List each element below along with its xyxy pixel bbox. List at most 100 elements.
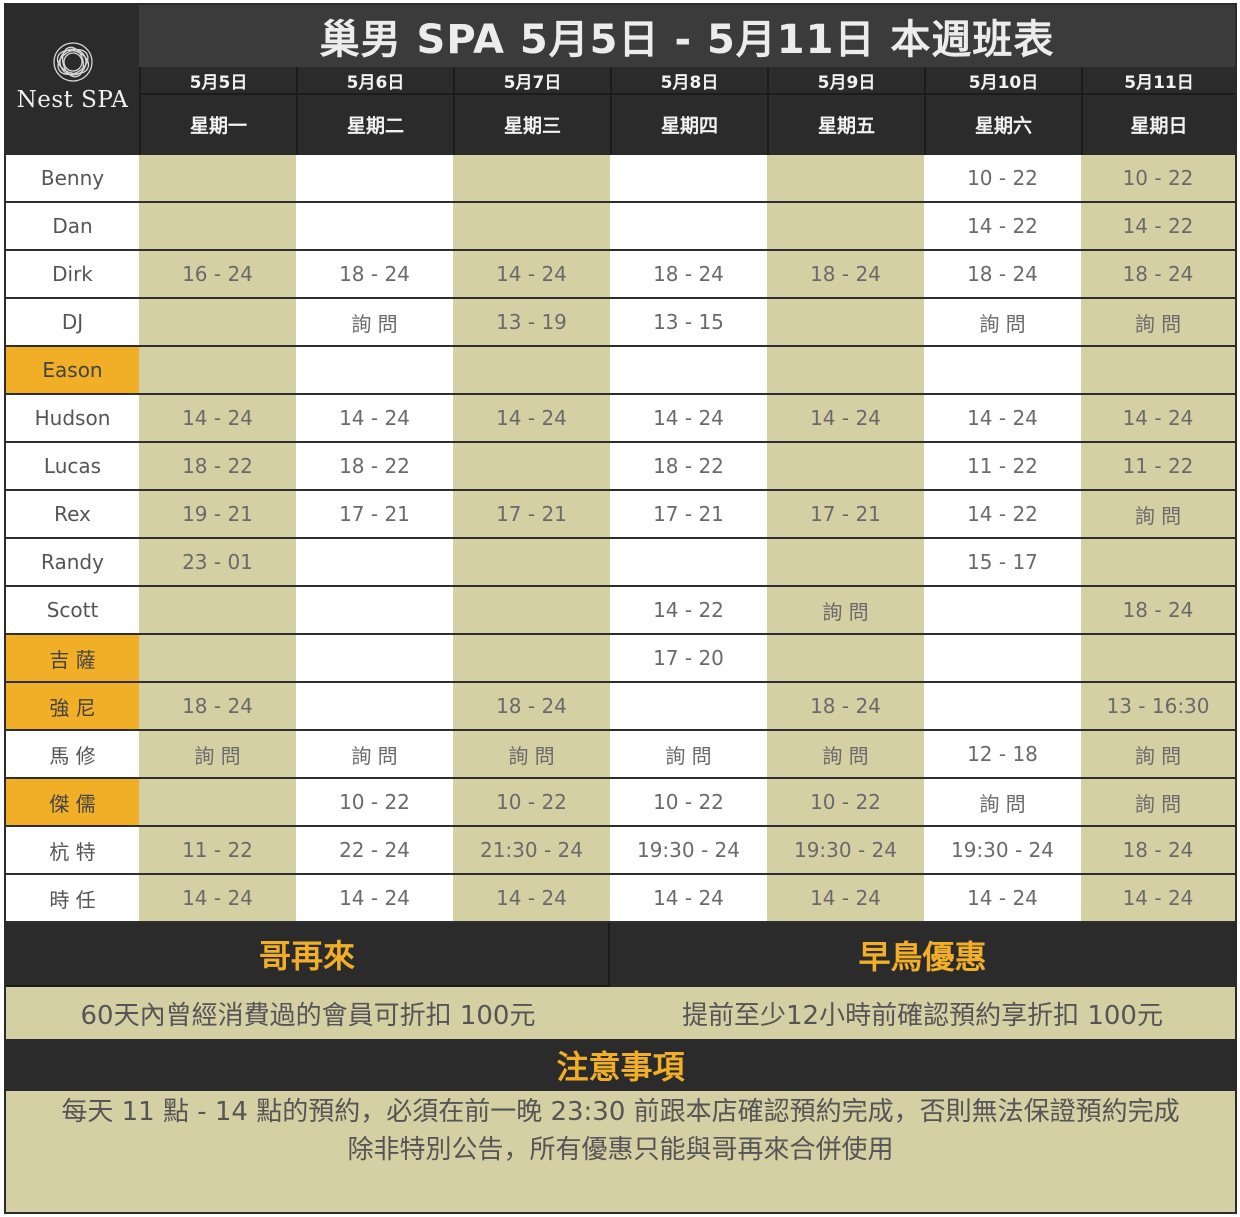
shift-cell: 14 - 24 (453, 395, 610, 441)
staff-name: 馬 修 (6, 731, 139, 777)
shift-cell: 10 - 22 (296, 779, 453, 825)
table-row: Lucas 18 - 22 18 - 22 18 - 22 11 - 22 11 - 22 (6, 443, 1235, 491)
table-row: Benny 10 - 22 10 - 22 (6, 155, 1235, 203)
day-date: 5月5日 (141, 67, 296, 95)
table-row: Hudson 14 - 24 14 - 24 14 - 24 14 - 24 14 - 2… (6, 395, 1235, 443)
schedule-grid: Benny 10 - 22 10 - 22 Dan 14 - 22 14 - 22 Dirk… (6, 155, 1235, 923)
shift-cell: 13 - 19 (453, 299, 610, 345)
shift-cell (296, 347, 453, 393)
table-row: Eason (6, 347, 1235, 395)
day-header: 5月9日 星期五 (767, 67, 924, 155)
shift-cell: 詢 問 (924, 779, 1081, 825)
shift-cell: 13 - 16:30 (1081, 683, 1235, 729)
staff-name: Dan (6, 203, 139, 249)
table-row: DJ 詢 問 13 - 19 13 - 15 詢 問詢 問 (6, 299, 1235, 347)
promo-come-again-text: 60天內曾經消費過的會員可折扣 100元 (6, 987, 610, 1039)
shift-cell: 詢 問 (924, 299, 1081, 345)
shift-cell (1081, 635, 1235, 681)
staff-name: Scott (6, 587, 139, 633)
shift-cell: 14 - 24 (1081, 395, 1235, 441)
shift-cell: 10 - 22 (610, 779, 767, 825)
shift-cell: 詢 問 (296, 731, 453, 777)
staff-name: 杭 特 (6, 827, 139, 873)
shift-cell (767, 203, 924, 249)
shift-cell: 14 - 22 (1081, 203, 1235, 249)
shift-cell (296, 683, 453, 729)
shift-cell: 詢 問 (453, 731, 610, 777)
shift-cell: 18 - 24 (767, 251, 924, 297)
shift-cell: 14 - 24 (767, 395, 924, 441)
shift-cell: 18 - 22 (610, 443, 767, 489)
shift-cell (139, 155, 296, 201)
shift-cell: 22 - 24 (296, 827, 453, 873)
shift-cell: 詢 問 (1081, 299, 1235, 345)
staff-name: 時 任 (6, 875, 139, 921)
table-row: 吉 薩 17 - 20 (6, 635, 1235, 683)
shift-cell: 18 - 24 (1081, 827, 1235, 873)
shift-cell: 14 - 24 (767, 875, 924, 921)
table-row: Scott 14 - 22 詢 問 18 - 24 (6, 587, 1235, 635)
shift-cell: 10 - 22 (767, 779, 924, 825)
shift-cell: 21:30 - 24 (453, 827, 610, 873)
shift-cell (296, 635, 453, 681)
shift-cell: 18 - 22 (296, 443, 453, 489)
shift-cell: 詢 問 (1081, 491, 1235, 537)
table-row: Rex 19 - 21 17 - 21 17 - 21 17 - 21 17 - 21 14… (6, 491, 1235, 539)
shift-cell: 11 - 22 (1081, 443, 1235, 489)
notice-title: 注意事項 (6, 1039, 1235, 1091)
shift-cell: 詢 問 (767, 731, 924, 777)
shift-cell: 詢 問 (1081, 731, 1235, 777)
table-row: 傑 儒 10 - 22 10 - 22 10 - 22 10 - 22 詢 問詢 問 (6, 779, 1235, 827)
shift-cell (296, 203, 453, 249)
shift-cell (1081, 539, 1235, 585)
shift-cell: 18 - 24 (1081, 587, 1235, 633)
shift-cell (924, 635, 1081, 681)
shift-cell: 19 - 21 (139, 491, 296, 537)
logo: Nest SPA (6, 5, 139, 155)
shift-cell: 16 - 24 (139, 251, 296, 297)
table-row: 杭 特 11 - 22 22 - 24 21:30 - 24 19:30 - 24 19:… (6, 827, 1235, 875)
shift-cell: 14 - 22 (610, 587, 767, 633)
shift-cell (924, 587, 1081, 633)
shift-cell (767, 539, 924, 585)
shift-cell: 17 - 20 (610, 635, 767, 681)
notice-line-2: 除非特別公告，所有優惠只能與哥再來合併使用 (347, 1135, 894, 1165)
shift-cell: 14 - 24 (610, 875, 767, 921)
staff-name: 傑 儒 (6, 779, 139, 825)
shift-cell (610, 203, 767, 249)
day-header: 5月6日 星期二 (296, 67, 453, 155)
shift-cell: 19:30 - 24 (767, 827, 924, 873)
shift-cell (453, 443, 610, 489)
shift-cell: 14 - 24 (453, 251, 610, 297)
staff-name: 強 尼 (6, 683, 139, 729)
shift-cell: 18 - 24 (924, 251, 1081, 297)
table-row: 馬 修詢 問詢 問詢 問詢 問詢 問 12 - 18 詢 問 (6, 731, 1235, 779)
shift-cell: 12 - 18 (924, 731, 1081, 777)
shift-cell (767, 635, 924, 681)
table-row: Dirk 16 - 24 18 - 24 14 - 24 18 - 24 18 - 24 1… (6, 251, 1235, 299)
day-date: 5月11日 (1083, 67, 1235, 95)
shift-cell (139, 587, 296, 633)
shift-cell: 14 - 24 (453, 875, 610, 921)
shift-cell (924, 683, 1081, 729)
shift-cell: 14 - 24 (296, 875, 453, 921)
shift-cell: 19:30 - 24 (924, 827, 1081, 873)
day-date: 5月10日 (926, 67, 1081, 95)
shift-cell: 18 - 24 (453, 683, 610, 729)
shift-cell: 17 - 21 (296, 491, 453, 537)
day-weekday: 星期五 (817, 114, 875, 137)
schedule-sheet: Nest SPA 巢男 SPA 5月5日 - 5月11日 本週班表 5月5日 星期… (4, 3, 1237, 1214)
shift-cell: 14 - 24 (924, 875, 1081, 921)
shift-cell: 詢 問 (296, 299, 453, 345)
shift-cell: 14 - 22 (924, 491, 1081, 537)
shift-cell: 13 - 15 (610, 299, 767, 345)
shift-cell (139, 299, 296, 345)
shift-cell: 14 - 24 (610, 395, 767, 441)
shift-cell: 10 - 22 (453, 779, 610, 825)
logo-text: Nest SPA (16, 87, 129, 113)
shift-cell: 詢 問 (1081, 779, 1235, 825)
shift-cell: 17 - 21 (767, 491, 924, 537)
shift-cell (453, 587, 610, 633)
shift-cell: 10 - 22 (924, 155, 1081, 201)
staff-name: Eason (6, 347, 139, 393)
